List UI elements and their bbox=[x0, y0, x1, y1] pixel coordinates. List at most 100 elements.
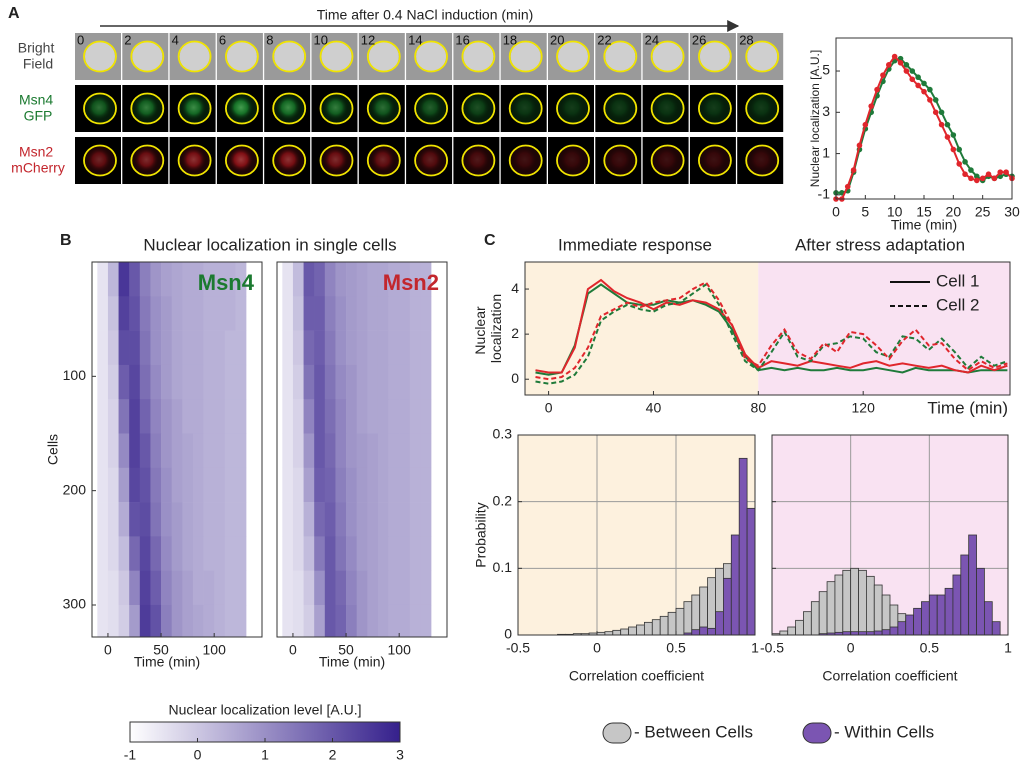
heat-cell bbox=[129, 604, 141, 637]
point bbox=[979, 175, 986, 182]
micrograph: 22 bbox=[595, 32, 642, 80]
y-tick-label: 300 bbox=[63, 596, 87, 612]
heat-cell bbox=[292, 364, 304, 400]
x-tick-label: 80 bbox=[751, 400, 767, 416]
heat-cell bbox=[161, 502, 172, 537]
micrograph bbox=[689, 137, 736, 184]
heat-cell bbox=[192, 330, 204, 366]
heat-cell bbox=[303, 364, 315, 400]
heat-cell bbox=[161, 570, 172, 606]
micrograph bbox=[689, 85, 736, 132]
heat-cell bbox=[420, 262, 432, 297]
micrograph bbox=[264, 137, 311, 184]
point bbox=[944, 134, 951, 140]
bar bbox=[944, 587, 954, 636]
heat-cell bbox=[192, 433, 204, 469]
series-line bbox=[535, 281, 1008, 381]
heat-cell bbox=[314, 364, 326, 400]
x-axis-label: Time (min) bbox=[927, 398, 1008, 417]
heat-cell bbox=[224, 502, 236, 537]
heat-cell bbox=[303, 262, 315, 297]
heat-cell bbox=[324, 467, 336, 503]
x-axis-label: Time (min) bbox=[319, 654, 385, 670]
bar bbox=[952, 574, 962, 636]
heat-cell bbox=[282, 467, 294, 503]
bar bbox=[881, 594, 891, 636]
heat-cell bbox=[335, 604, 347, 637]
panel-title: After stress adaptation bbox=[795, 235, 965, 254]
micrograph: 28 bbox=[737, 32, 784, 80]
bar bbox=[628, 626, 637, 636]
bar bbox=[842, 569, 852, 636]
heat-cell bbox=[182, 604, 194, 637]
y-tick-label: 0 bbox=[511, 370, 519, 386]
heat-cell bbox=[367, 570, 379, 606]
heat-cell bbox=[129, 467, 141, 503]
heat-cell bbox=[388, 296, 400, 331]
micrograph bbox=[358, 85, 405, 132]
cytoplasm bbox=[274, 145, 305, 176]
heat-cell bbox=[324, 296, 336, 331]
heat-cell bbox=[182, 296, 194, 331]
time-label: 18 bbox=[503, 32, 517, 47]
cell bbox=[747, 41, 778, 72]
cell-outline bbox=[177, 92, 212, 125]
heat-cell bbox=[399, 399, 411, 434]
cytoplasm bbox=[416, 93, 447, 124]
heat-cell bbox=[224, 330, 236, 366]
x-tick-label: 50 bbox=[153, 642, 169, 658]
bar bbox=[810, 601, 820, 636]
bar bbox=[803, 611, 812, 636]
cytoplasm bbox=[510, 93, 541, 124]
heat-cell bbox=[214, 330, 226, 366]
legend-swatch bbox=[802, 722, 832, 744]
heat-cell bbox=[409, 262, 421, 297]
micrograph: 16 bbox=[453, 32, 500, 80]
heat-cell bbox=[282, 364, 294, 400]
heat-cell bbox=[150, 262, 162, 297]
point bbox=[880, 72, 886, 78]
x-tick-label: 100 bbox=[203, 642, 227, 658]
heat-cell bbox=[314, 262, 326, 297]
axes-frame bbox=[771, 434, 1009, 636]
heat-cell bbox=[118, 467, 130, 503]
cell-outline bbox=[745, 92, 780, 125]
y-tick-label: 2 bbox=[511, 325, 519, 341]
bar bbox=[921, 601, 930, 636]
x-tick-label: 0 bbox=[847, 640, 855, 656]
cell-outline bbox=[224, 144, 259, 177]
heat-cell bbox=[282, 570, 294, 606]
heat-cell bbox=[388, 399, 400, 434]
point bbox=[962, 171, 968, 178]
bar bbox=[683, 601, 693, 636]
heat-cell bbox=[420, 467, 432, 503]
bar bbox=[620, 628, 630, 636]
point bbox=[938, 109, 945, 116]
micrograph bbox=[358, 137, 405, 184]
micrograph bbox=[264, 85, 311, 132]
bar bbox=[873, 584, 883, 636]
point bbox=[927, 97, 933, 103]
heat-cell bbox=[150, 570, 162, 606]
x-tick-label: 0.5 bbox=[666, 640, 686, 656]
bar bbox=[818, 591, 828, 636]
heat-cell bbox=[129, 570, 141, 606]
bar bbox=[651, 619, 661, 636]
x-tick-label: 25 bbox=[975, 204, 991, 220]
cell-outline bbox=[698, 144, 732, 177]
heat-cell bbox=[335, 262, 347, 297]
heat-cell bbox=[346, 467, 357, 503]
heat-cell bbox=[214, 262, 226, 297]
x-tick-label: 0 bbox=[832, 204, 840, 220]
heat-cell bbox=[214, 467, 226, 503]
heat-cell bbox=[356, 570, 368, 606]
heat-cell bbox=[377, 604, 389, 637]
heat-cell bbox=[292, 467, 304, 503]
heat-cell bbox=[161, 604, 172, 637]
series-line bbox=[535, 278, 1008, 374]
heat-cell bbox=[161, 364, 172, 400]
heat-cell bbox=[292, 330, 304, 366]
legend-label: - Within Cells bbox=[834, 722, 934, 741]
heat-cell bbox=[282, 399, 294, 434]
heat-cell bbox=[303, 570, 315, 606]
